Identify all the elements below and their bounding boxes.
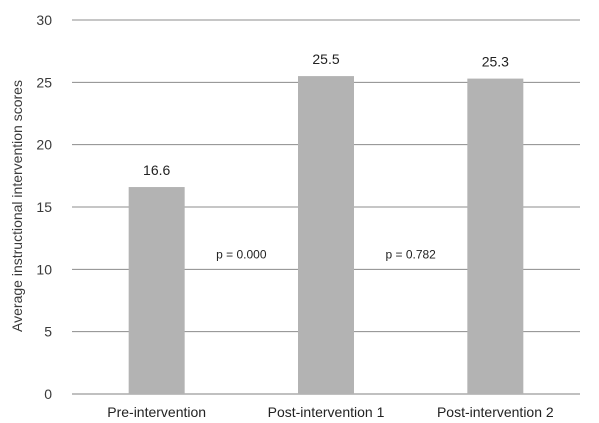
p-value-annotation: p = 0.000 — [216, 247, 267, 261]
data-label: 25.3 — [482, 54, 509, 70]
bar-0 — [128, 187, 185, 394]
y-tick-label: 15 — [36, 199, 52, 215]
bar-1 — [298, 76, 354, 394]
x-tick-label: Post-intervention 1 — [268, 404, 385, 420]
x-tick-label: Post-intervention 2 — [437, 404, 554, 420]
y-axis-label: Average instructional intervention score… — [9, 80, 25, 332]
x-tick-label: Pre-intervention — [107, 404, 206, 420]
bar-2 — [467, 78, 524, 395]
p-value-annotation: p = 0.782 — [385, 247, 436, 261]
y-tick-label: 25 — [36, 74, 52, 90]
data-label: 25.5 — [312, 51, 339, 67]
y-tick-label: 5 — [44, 324, 52, 340]
y-tick-label: 20 — [36, 137, 52, 153]
y-tick-label: 0 — [44, 386, 52, 402]
data-label: 16.6 — [143, 162, 170, 178]
y-tick-label: 10 — [36, 261, 52, 277]
y-tick-label: 30 — [36, 12, 52, 28]
